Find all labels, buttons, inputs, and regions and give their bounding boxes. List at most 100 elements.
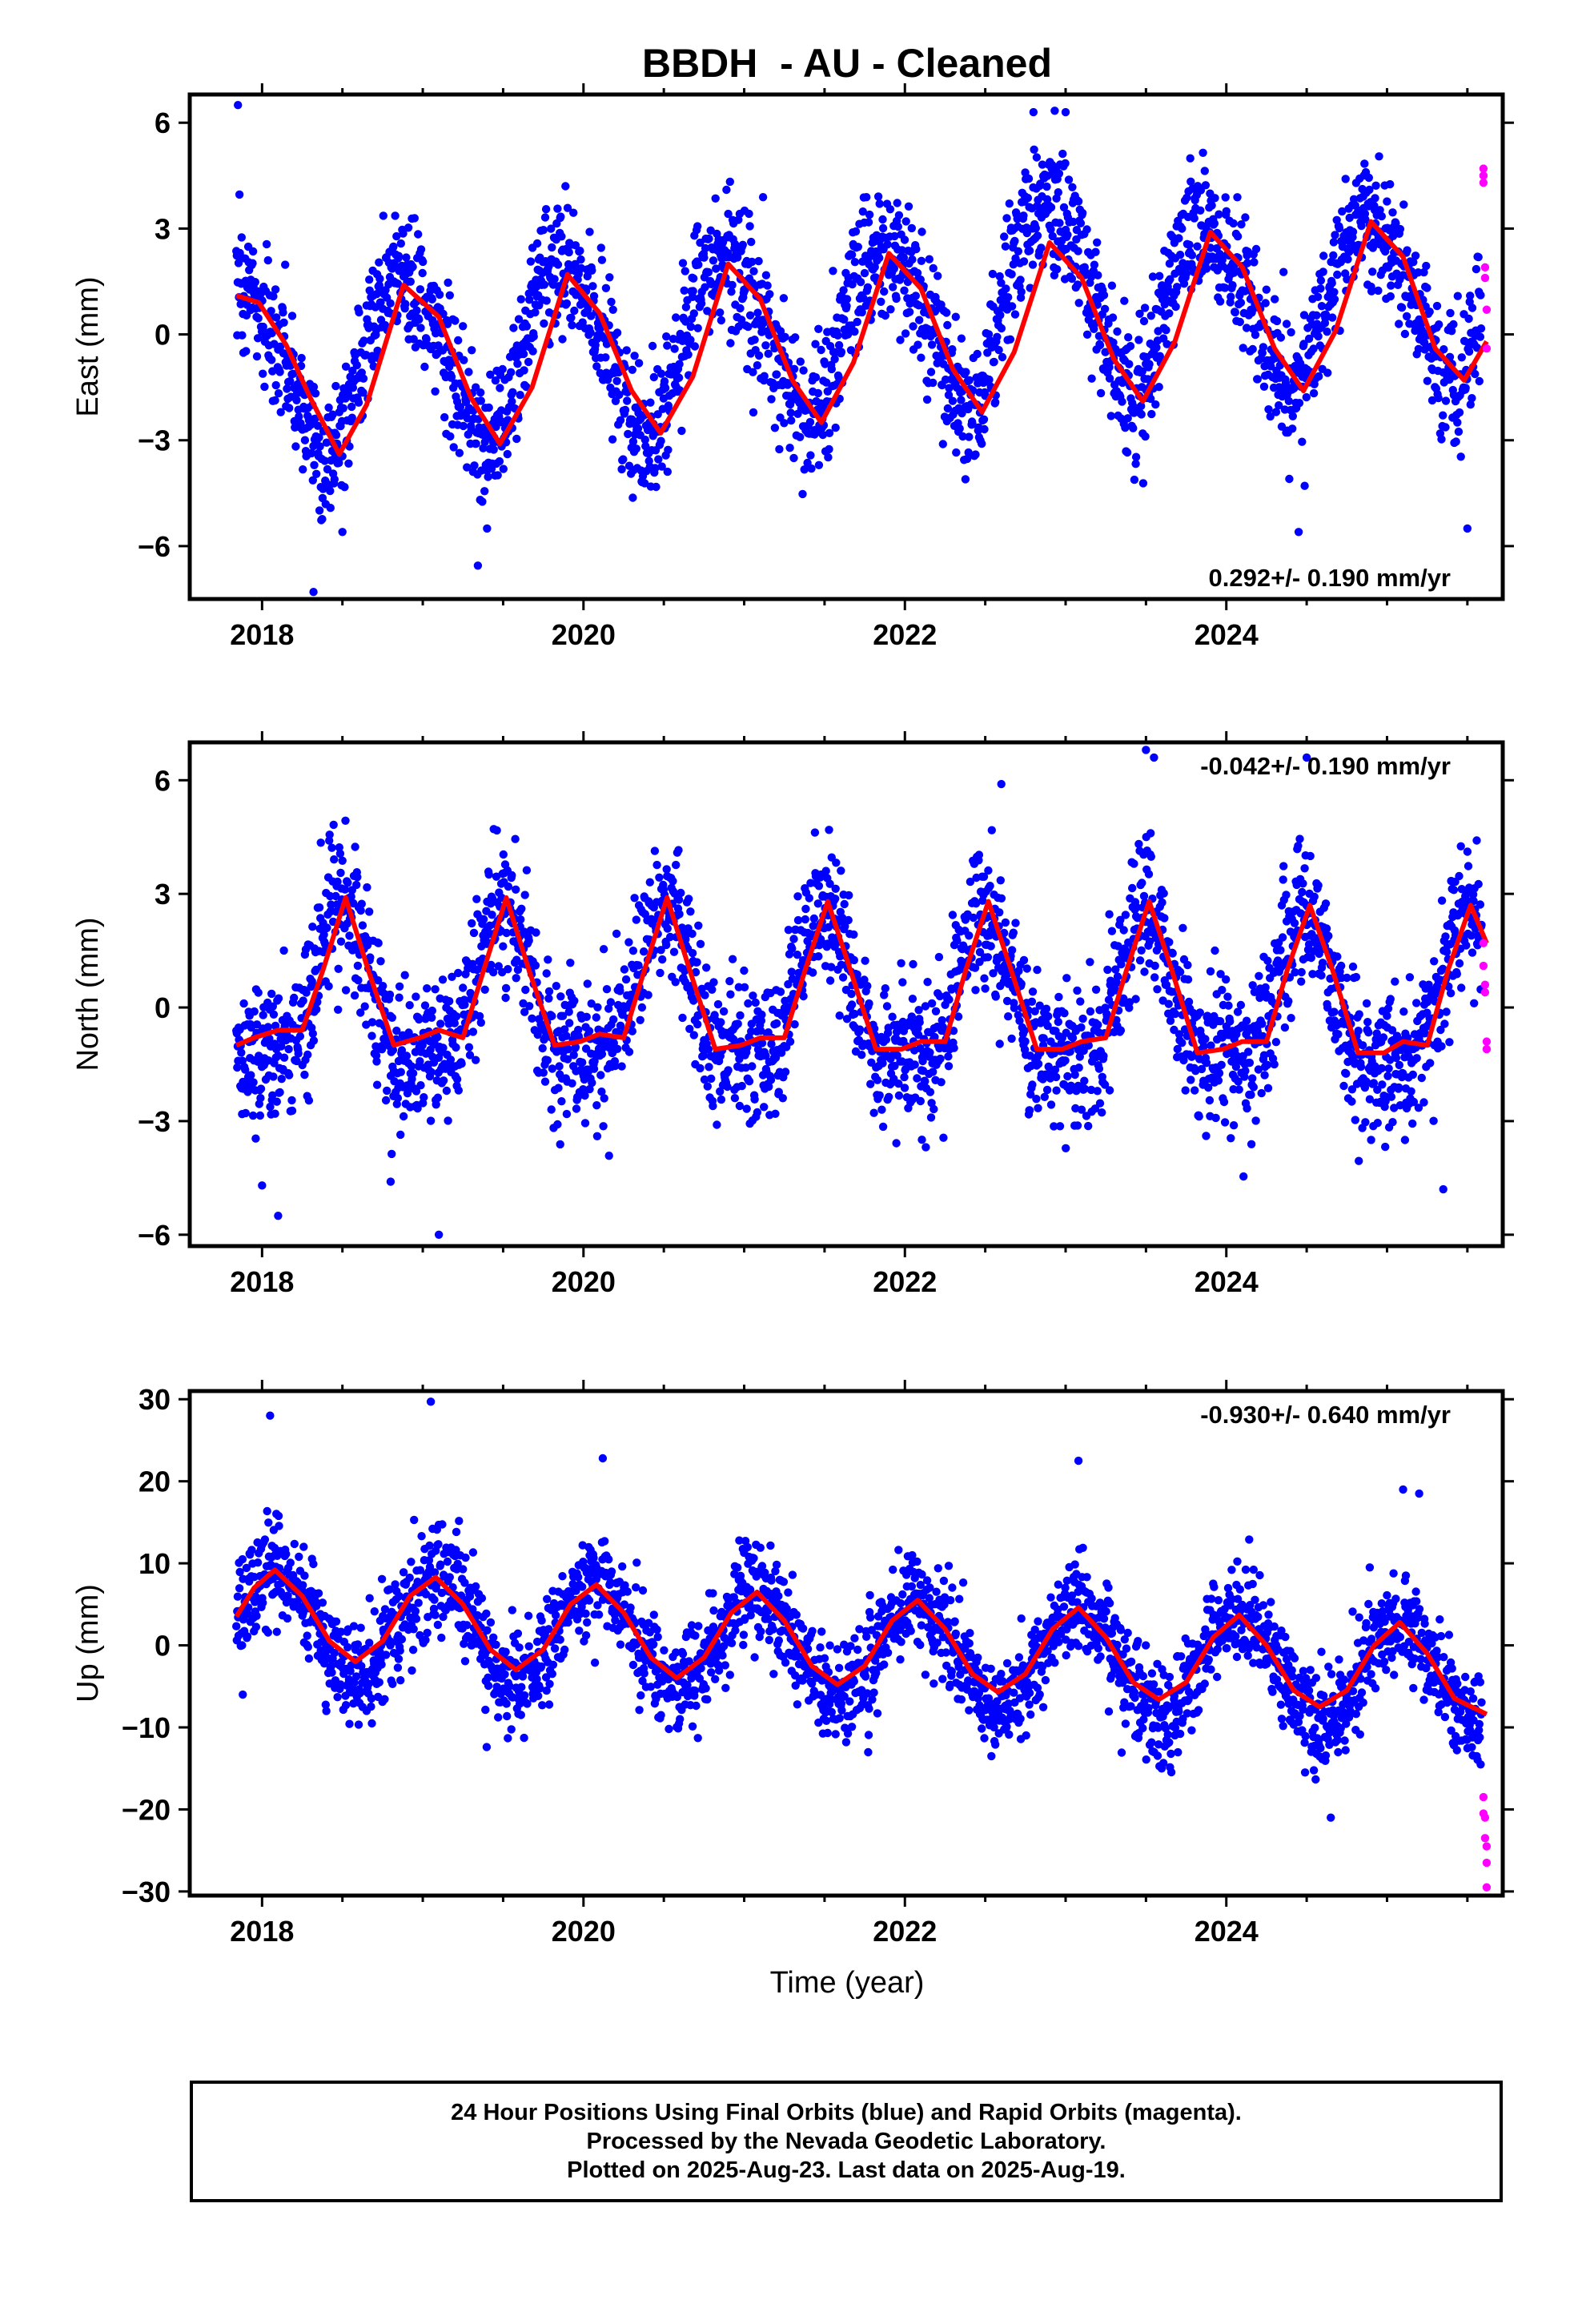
north-data-point [1160,914,1169,923]
north-data-point [1070,1070,1079,1080]
east-y-tick-label: 0 [155,319,171,352]
east-data-point [1299,340,1308,348]
north-data-point [1255,971,1263,981]
north-data-point [574,1025,583,1035]
east-data-point [1006,335,1015,344]
north-data-point [1234,1077,1243,1086]
north-data-point [1073,1121,1082,1130]
east-data-point [1476,324,1486,333]
east-data-point [1466,400,1476,409]
east-data-point [1100,304,1110,313]
north-data-point [1247,1090,1255,1100]
north-data-point [1248,1074,1257,1083]
north-data-point [256,1094,265,1103]
east-data-point [1449,320,1458,329]
east-data-point [292,396,301,404]
east-data-point [299,465,307,474]
east-data-point [445,291,454,300]
figure-title: BBDH - AU - Cleaned [642,41,1052,86]
north-data-point [771,1053,781,1063]
north-data-point [512,885,520,895]
north-data-point [704,1045,713,1054]
north-data-point [980,974,989,983]
east-data-point [260,382,269,392]
north-data-point [254,988,263,997]
north-data-point [553,1120,562,1129]
east-data-point [611,396,620,405]
north-data-point [1279,875,1287,884]
north-data-point [457,1059,466,1068]
east-data-point [412,306,421,315]
north-data-point [1195,1112,1203,1121]
east-data-point [548,243,556,252]
east-data-point [1002,284,1010,293]
east-data-point [347,413,356,422]
east-data-point [717,316,726,325]
east-data-point [1024,174,1034,183]
north-data-point [572,1104,581,1113]
north-data-point [284,1044,293,1054]
north-data-point [1251,1116,1260,1125]
east-data-point [459,322,468,331]
east-data-point [654,455,663,464]
north-data-point [330,855,339,864]
north-data-point [480,985,489,995]
north-data-point [821,866,830,875]
east-data-point [1151,400,1160,409]
north-data-point [606,998,616,1007]
east-data-point [1016,275,1025,284]
east-data-point [942,308,951,317]
east-data-point [1010,236,1019,246]
east-data-point [825,444,833,454]
north-data-point [552,982,560,991]
east-data-point [622,346,631,355]
north-data-point [520,1007,529,1016]
east-data-point [432,329,440,338]
east-data-point [1329,251,1338,260]
east-data-point [1129,424,1138,432]
east-data-point [1233,193,1242,202]
north-data-point [689,1031,698,1039]
east-data-point [1125,360,1134,368]
north-data-point [315,903,324,912]
east-data-point [396,239,405,248]
north-data-point [562,1109,572,1119]
east-data-point [1019,211,1028,220]
east-data-point [754,256,763,266]
north-data-point [975,947,985,957]
east-data-point [522,382,531,392]
north-data-point [439,1043,448,1052]
north-data-point [489,967,498,977]
east-data-point [1186,154,1195,163]
north-data-point [1239,1172,1248,1181]
east-data-point [674,373,684,382]
east-data-point [1123,414,1132,423]
east-data-point [392,231,401,241]
east-data-point [271,396,279,405]
east-data-point [1173,283,1182,292]
north-data-point [360,1002,369,1011]
north-data-point [703,1082,712,1091]
north-data-point [1093,1087,1102,1096]
east-data-point [309,441,318,451]
north-data-point [1254,1065,1263,1074]
east-outlier-point [483,524,492,533]
east-data-point [779,294,789,303]
north-data-point [1181,1086,1190,1095]
east-data-point [1441,396,1451,405]
north-data-point [809,922,817,931]
north-data-point [767,1039,776,1048]
north-data-point [809,968,817,977]
north-data-point [1219,1097,1229,1107]
east-data-point [375,274,384,283]
north-data-point [814,952,823,961]
north-data-point [1227,1134,1235,1143]
east-data-point [1434,393,1443,403]
east-data-point [1271,408,1281,416]
east-data-point [596,243,605,252]
north-data-point [423,984,432,993]
north-data-point [327,900,335,909]
east-frame [187,92,1505,601]
north-data-point [1125,998,1134,1007]
north-data-point [894,1080,903,1088]
